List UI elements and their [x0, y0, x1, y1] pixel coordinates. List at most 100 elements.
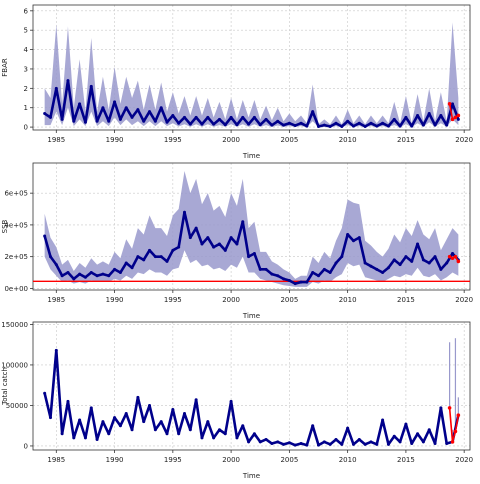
data-point	[369, 440, 373, 444]
data-point	[118, 117, 122, 121]
data-point	[223, 432, 227, 436]
data-point	[439, 406, 443, 410]
data-point	[386, 266, 390, 270]
y-tick-label: 5	[24, 27, 28, 35]
y-tick-label: 0e+00	[4, 285, 28, 293]
data-point	[159, 106, 163, 110]
x-tick-label: 1985	[47, 456, 65, 464]
y-tick-label: 1	[24, 104, 28, 112]
data-point	[136, 395, 140, 399]
data-point	[171, 113, 175, 117]
data-point	[252, 115, 256, 119]
y-tick-label: 100000	[1, 361, 28, 369]
data-point	[177, 245, 181, 249]
data-point	[369, 264, 373, 268]
data-point	[369, 121, 373, 125]
x-tick-label: 2005	[280, 136, 298, 144]
highlight-point	[456, 113, 461, 118]
data-point	[182, 412, 186, 416]
data-point	[206, 420, 210, 424]
data-point	[433, 442, 437, 446]
x-tick-label: 2015	[397, 296, 415, 304]
data-point	[252, 251, 256, 255]
data-point	[334, 437, 338, 441]
data-point	[66, 271, 70, 275]
data-point	[311, 110, 315, 114]
data-point	[78, 102, 82, 106]
data-point	[258, 123, 262, 127]
y-tick-label: 6	[24, 7, 29, 15]
data-point	[107, 274, 111, 278]
data-point	[165, 259, 169, 263]
data-point	[194, 398, 198, 402]
data-point	[305, 124, 309, 128]
y-tick-label: 2	[24, 85, 28, 93]
x-tick-label: 1990	[106, 296, 124, 304]
data-point	[113, 416, 117, 420]
data-point	[124, 261, 128, 265]
data-point	[247, 255, 251, 259]
data-point	[264, 267, 268, 271]
data-point	[363, 442, 367, 446]
data-point	[276, 440, 280, 444]
data-point	[223, 123, 227, 127]
data-point	[334, 261, 338, 265]
data-point	[381, 418, 385, 422]
data-point	[375, 442, 379, 446]
data-point	[293, 282, 297, 286]
y-tick-label: 4	[24, 46, 29, 54]
data-point	[282, 442, 286, 446]
y-tick-label: 0	[24, 442, 28, 450]
data-point	[445, 123, 449, 127]
data-point	[421, 440, 425, 444]
data-point	[54, 263, 58, 267]
data-point	[252, 432, 256, 436]
data-point	[235, 242, 239, 246]
data-point	[212, 436, 216, 440]
data-point	[171, 407, 175, 411]
data-point	[247, 122, 251, 126]
data-point	[95, 274, 99, 278]
total-catch-panel: 1985 1990 1995 2000 2005 2010 2015 2020 0 50000 10…	[1, 321, 473, 480]
data-point	[439, 113, 443, 117]
data-point	[381, 121, 385, 125]
data-point	[89, 271, 93, 275]
highlight-point	[456, 259, 461, 264]
data-point	[101, 420, 105, 424]
data-point	[48, 416, 52, 420]
x-tick-label: 2005	[280, 456, 298, 464]
data-point	[66, 79, 70, 83]
data-point	[54, 348, 58, 352]
data-point	[48, 255, 52, 259]
x-axis-label: Time	[242, 312, 260, 320]
data-point	[107, 432, 111, 436]
highlight-line	[448, 407, 460, 443]
data-point	[445, 442, 449, 446]
data-point	[43, 234, 47, 238]
y-tick-label: 3	[24, 65, 28, 73]
data-point	[107, 119, 111, 123]
data-point	[363, 125, 367, 129]
data-point	[398, 440, 402, 444]
x-axis-label: Time	[242, 152, 260, 160]
data-point	[124, 106, 128, 110]
data-point	[404, 422, 408, 426]
data-point	[72, 277, 76, 281]
highlight-point	[447, 254, 452, 259]
data-point	[78, 272, 82, 276]
data-point	[351, 124, 355, 128]
data-point	[427, 261, 431, 265]
data-point	[136, 255, 140, 259]
data-point	[177, 432, 181, 436]
data-point	[340, 442, 344, 446]
x-tick-label: 1995	[164, 296, 182, 304]
data-point	[381, 271, 385, 275]
data-point	[410, 124, 414, 128]
data-point	[182, 115, 186, 119]
data-point	[54, 86, 58, 90]
data-point	[270, 272, 274, 276]
data-point	[258, 440, 262, 444]
data-point	[72, 436, 76, 440]
data-point	[101, 272, 105, 276]
